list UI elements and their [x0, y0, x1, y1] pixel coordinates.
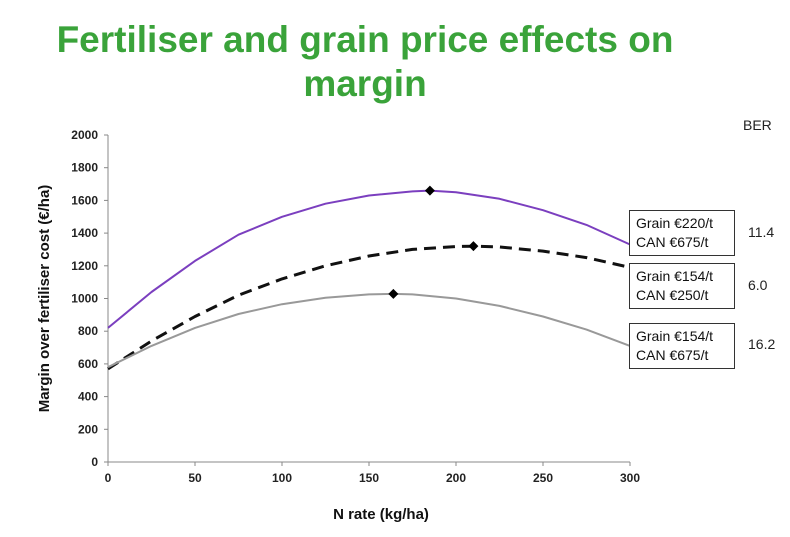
y-tick-label: 800: [78, 324, 98, 338]
x-axis-title: N rate (kg/ha): [333, 506, 429, 523]
x-tick-label: 200: [446, 471, 466, 485]
legend-grain-series-1: Grain €220/t: [636, 215, 714, 231]
legend-can-series-3: CAN €675/t: [636, 347, 709, 363]
y-axis-title: Margin over fertiliser cost (€/ha): [36, 185, 53, 413]
optimum-marker-3: [388, 288, 399, 299]
x-tick-label: 100: [272, 471, 292, 485]
x-tick-label: 150: [359, 471, 379, 485]
ber-value-series-2: 6.0: [748, 277, 768, 293]
y-tick-label: 1400: [71, 226, 98, 240]
y-tick-label: 2000: [71, 128, 98, 142]
legend-grain-series-2: Grain €154/t: [636, 268, 714, 284]
legend-grain-series-3: Grain €154/t: [636, 328, 714, 344]
x-tick-label: 250: [533, 471, 553, 485]
legend-box-series-1: Grain €220/t CAN €675/t: [629, 210, 735, 256]
y-tick-label: 1600: [71, 193, 98, 207]
optimum-marker-1: [424, 185, 435, 196]
series-line-2: [107, 244, 631, 371]
legend-can-series-2: CAN €250/t: [636, 287, 709, 303]
y-tick-label: 1800: [71, 161, 98, 175]
y-tick-label: 400: [78, 390, 98, 404]
x-tick-label: 0: [105, 471, 112, 485]
ber-header: BER: [743, 117, 772, 133]
series-line-1: [107, 189, 631, 329]
x-tick-label: 300: [620, 471, 640, 485]
ber-value-series-1: 11.4: [748, 224, 775, 240]
y-tick-label: 200: [78, 422, 98, 436]
ber-value-series-3: 16.2: [748, 336, 776, 352]
y-tick-label: 600: [78, 357, 98, 371]
legend-box-series-3: Grain €154/t CAN €675/t: [629, 323, 735, 369]
chart-title: Fertiliser and grain price effects on ma…: [56, 19, 674, 104]
legend-can-series-1: CAN €675/t: [636, 234, 709, 250]
y-tick-label: 1000: [71, 292, 98, 306]
legend-box-series-2: Grain €154/t CAN €250/t: [629, 263, 735, 309]
optimum-marker-2: [468, 241, 479, 252]
y-tick-label: 1200: [71, 259, 98, 273]
x-tick-label: 50: [188, 471, 202, 485]
y-tick-label: 0: [91, 455, 98, 469]
series-line-3: [107, 292, 631, 369]
